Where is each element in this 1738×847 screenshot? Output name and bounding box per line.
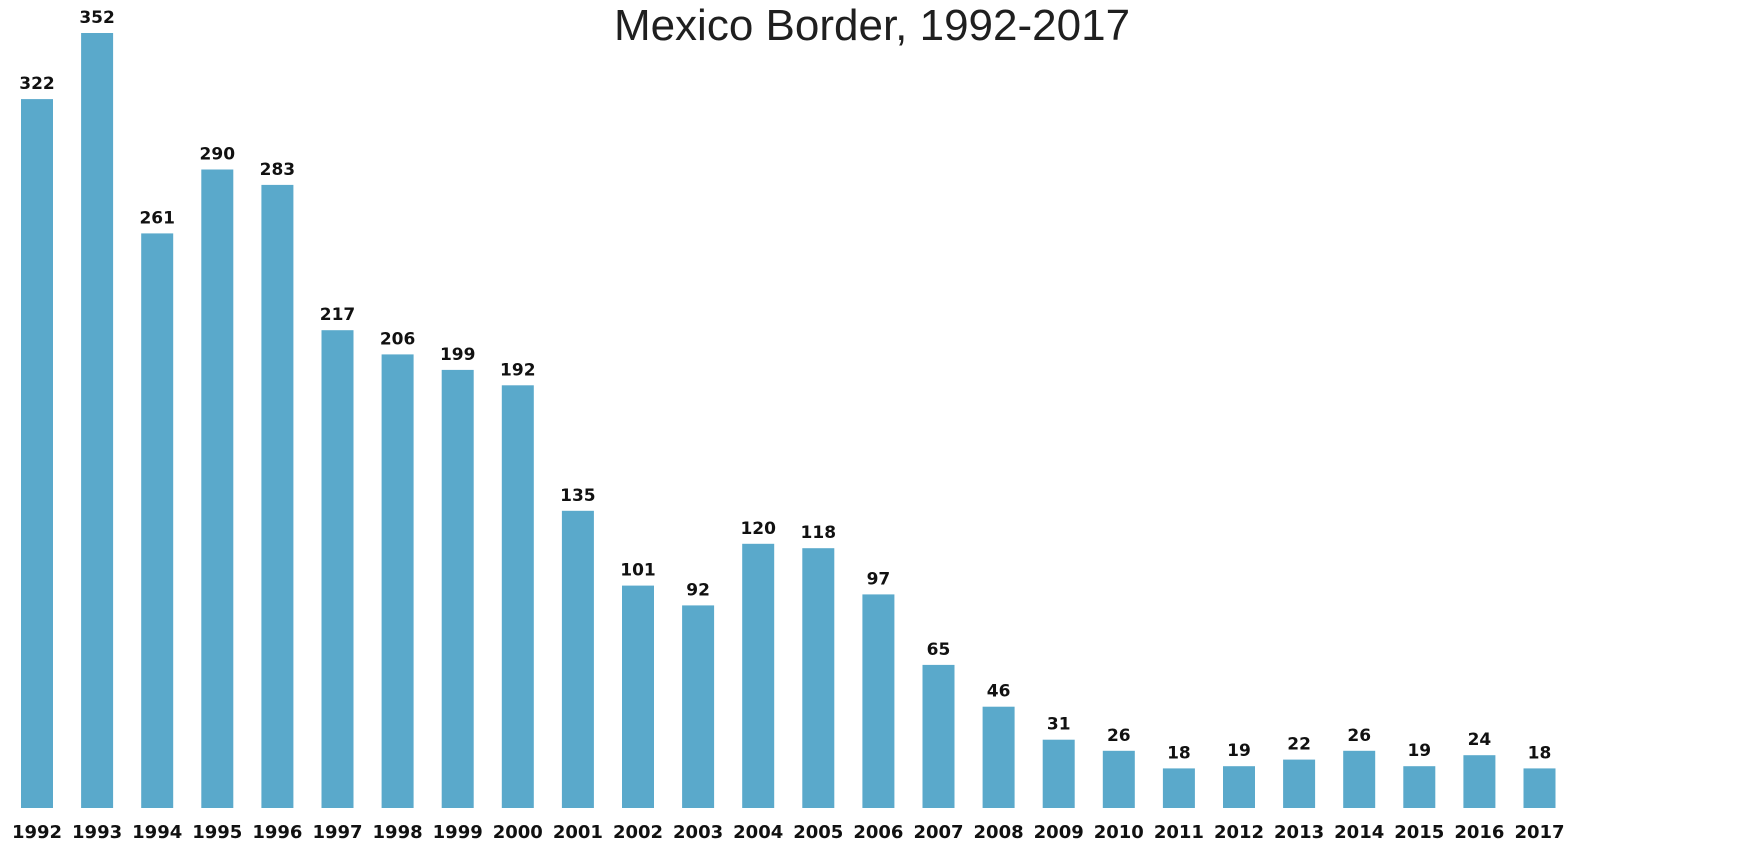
x-tick-label-2004: 2004 [733,822,783,843]
data-label-2012: 19 [1227,741,1251,761]
data-label-1997: 217 [320,305,356,325]
data-label-2016: 24 [1468,730,1492,750]
data-label-2014: 26 [1347,726,1371,746]
bars-layer [21,33,1556,809]
bar-1996 [261,184,294,808]
bar-2012 [1223,766,1255,808]
x-tick-label-2017: 2017 [1514,822,1564,843]
x-tick-label-1994: 1994 [132,822,182,843]
data-label-2013: 22 [1287,735,1311,755]
bar-2006 [862,594,895,808]
bar-1995 [201,169,234,808]
bar-2007 [922,664,955,808]
data-label-1996: 283 [260,160,296,180]
data-label-2001: 135 [560,486,596,506]
chart-title: Mexico Border, 1992-2017 [614,1,1130,50]
x-axis-labels-layer: 1992 1993 1994 1995 1996 1997 1998 1999 2000 2001… [12,822,1565,843]
bar-2017 [1523,768,1556,808]
x-tick-label-2006: 2006 [853,822,903,843]
data-label-1999: 199 [440,345,476,365]
bar-2003 [682,605,715,808]
data-label-2017: 18 [1528,743,1552,763]
x-tick-label-2000: 2000 [493,822,543,843]
x-tick-label-2016: 2016 [1454,822,1504,843]
data-label-2006: 97 [867,569,891,589]
data-label-2002: 101 [620,561,656,581]
x-tick-label-2002: 2002 [613,822,663,843]
data-label-1993: 352 [79,8,115,28]
bar-2015 [1403,766,1436,808]
x-tick-label-2001: 2001 [553,822,603,843]
data-label-1994: 261 [139,208,175,228]
bar-1992 [21,99,53,809]
x-tick-label-1998: 1998 [373,822,423,843]
data-label-1995: 290 [200,145,236,165]
x-tick-label-1995: 1995 [192,822,242,843]
x-tick-label-2003: 2003 [673,822,723,843]
data-label-2011: 18 [1167,743,1191,763]
data-label-2008: 46 [987,682,1011,702]
bar-2001 [561,510,594,808]
data-label-2007: 65 [927,640,951,660]
bar-1997 [321,330,354,808]
x-tick-label-2012: 2012 [1214,822,1264,843]
data-label-2003: 92 [686,580,710,600]
x-tick-label-2008: 2008 [974,822,1024,843]
bar-2013 [1283,759,1316,808]
bar-2002 [622,585,654,808]
bar-1999 [441,369,474,808]
x-tick-label-2011: 2011 [1154,822,1204,843]
x-tick-label-2005: 2005 [793,822,843,843]
bar-2000 [501,385,534,808]
data-label-2015: 19 [1407,741,1431,761]
x-tick-label-2009: 2009 [1034,822,1084,843]
value-labels-layer: 322 352 261 290 283 217 206 199 192 135 101 92 120 11… [19,8,1551,763]
x-tick-label-1993: 1993 [72,822,122,843]
bar-1998 [381,354,414,808]
bar-2014 [1343,750,1376,808]
data-label-2010: 26 [1107,726,1131,746]
bar-2008 [982,706,1015,808]
data-label-1992: 322 [19,74,55,94]
x-tick-label-2015: 2015 [1394,822,1444,843]
bar-2004 [742,543,775,808]
data-label-1998: 206 [380,329,416,349]
data-label-2005: 118 [801,523,837,543]
data-label-2000: 192 [500,360,536,380]
data-label-2009: 31 [1047,715,1071,735]
bar-2016 [1463,755,1496,808]
bar-2005 [802,548,835,808]
x-tick-label-2014: 2014 [1334,822,1384,843]
x-tick-label-2010: 2010 [1094,822,1144,843]
bar-2011 [1162,768,1195,808]
data-label-2004: 120 [740,519,776,539]
x-tick-label-2007: 2007 [913,822,963,843]
x-tick-label-1992: 1992 [12,822,62,843]
bar-2010 [1102,750,1135,808]
x-tick-label-1997: 1997 [312,822,362,843]
bar-1993 [81,33,114,808]
x-tick-label-1996: 1996 [252,822,302,843]
x-tick-label-2013: 2013 [1274,822,1324,843]
bar-1994 [141,233,174,808]
x-tick-label-1999: 1999 [433,822,483,843]
bar-2009 [1042,739,1075,808]
